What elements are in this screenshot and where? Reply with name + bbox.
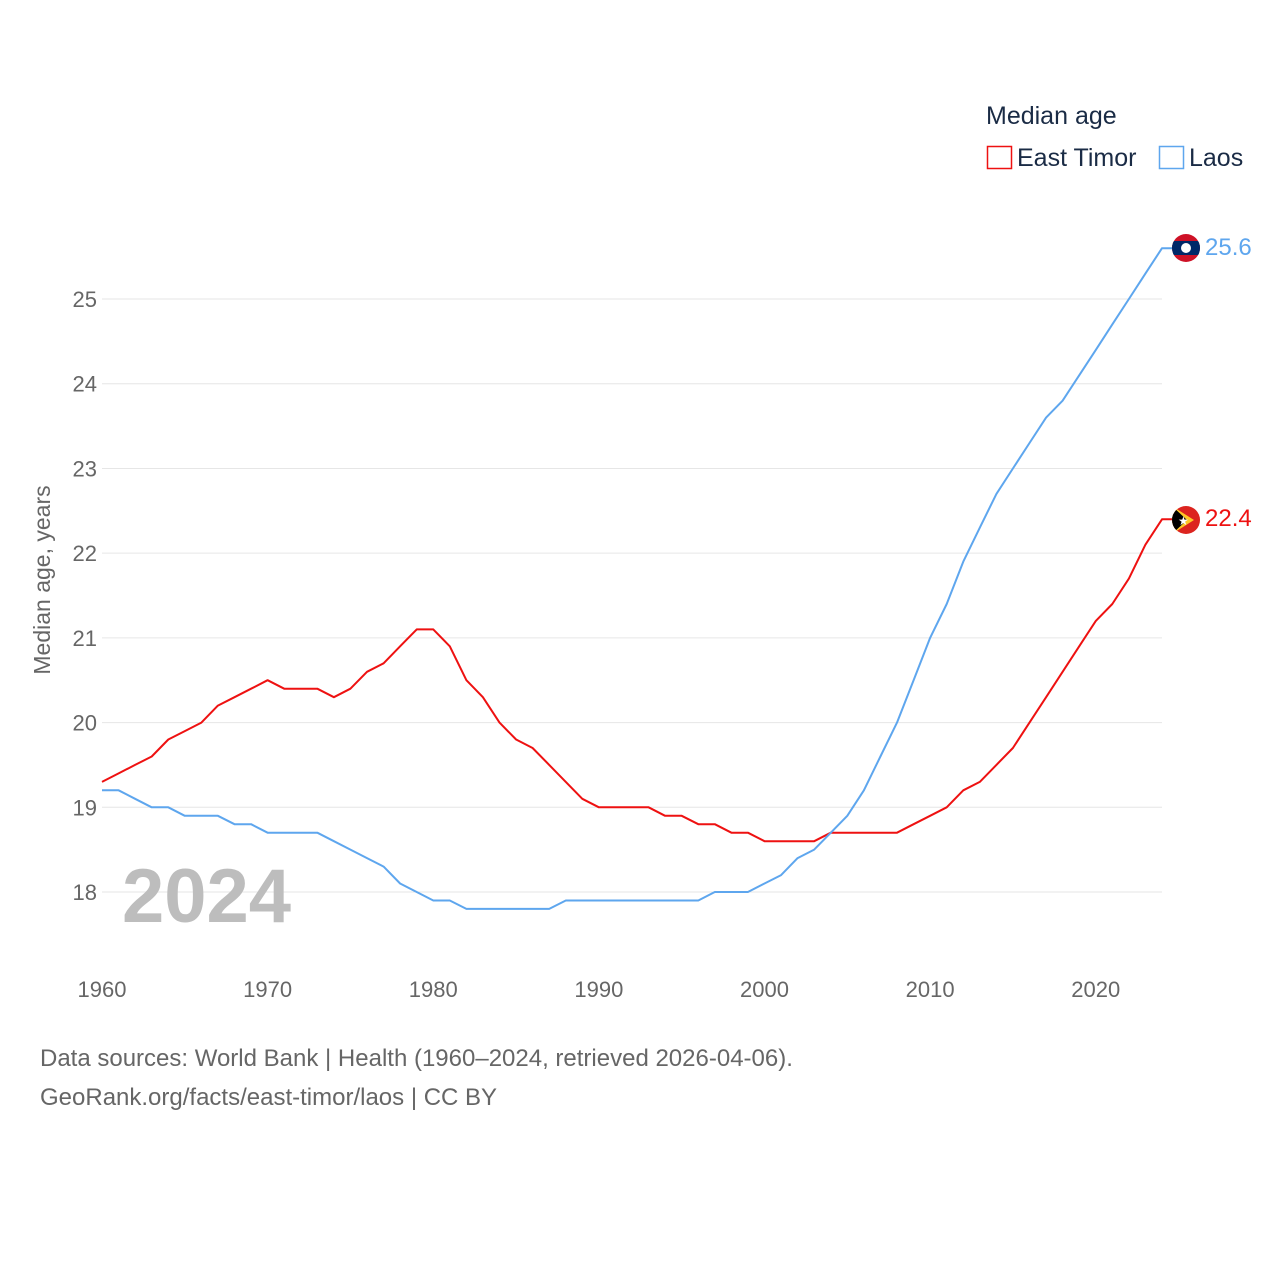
gridlines <box>102 298 1162 893</box>
svg-text:★: ★ <box>1178 514 1189 528</box>
y-tick-label: 24 <box>73 372 97 397</box>
legend-swatch-east-timor <box>986 145 1013 170</box>
legend-title: Median age <box>986 102 1117 130</box>
y-tick-label: 25 <box>73 287 97 312</box>
x-tick-label: 1990 <box>574 977 623 1002</box>
x-tick-label: 1960 <box>78 977 127 1002</box>
legend-label-laos: Laos <box>1189 144 1243 172</box>
y-tick-label: 18 <box>73 880 97 905</box>
y-tick-labels: 18 19 20 21 22 23 24 25 <box>73 287 97 905</box>
end-label-laos: 25.6 <box>1205 234 1252 261</box>
legend-swatch-laos <box>1158 145 1185 170</box>
x-tick-label: 1970 <box>243 977 292 1002</box>
y-tick-label: 22 <box>73 541 97 566</box>
footer-sources: Data sources: World Bank | Health (1960–… <box>40 1045 793 1072</box>
y-tick-label: 20 <box>73 711 97 736</box>
series-lines <box>101 247 1172 910</box>
x-tick-labels: 1960 1970 1980 1990 2000 2010 2020 <box>78 977 1121 1002</box>
y-axis-label: Median age, years <box>29 485 55 674</box>
year-watermark: 2024 <box>122 854 291 939</box>
legend-item-east-timor[interactable]: East Timor <box>986 144 1137 172</box>
series-line-east-timor <box>101 518 1172 843</box>
y-tick-label: 19 <box>73 795 97 820</box>
x-tick-label: 2020 <box>1071 977 1120 1002</box>
footer-attribution[interactable]: GeoRank.org/facts/east-timor/laos | CC B… <box>40 1084 498 1111</box>
legend: Median age East Timor Laos <box>986 102 1243 172</box>
east-timor-flag-icon: ★ <box>1172 506 1200 534</box>
x-tick-label: 1980 <box>409 977 458 1002</box>
x-tick-label: 2000 <box>740 977 789 1002</box>
line-chart: 18 19 20 21 22 23 24 25 1960 1970 1980 1990 2000 201… <box>29 102 1252 1002</box>
end-label-east-timor: 22.4 <box>1205 505 1252 532</box>
series-line-laos <box>102 247 1172 910</box>
y-tick-label: 23 <box>73 456 97 481</box>
laos-flag-icon <box>1172 234 1200 262</box>
x-tick-label: 2010 <box>906 977 955 1002</box>
legend-item-laos[interactable]: Laos <box>1158 144 1244 172</box>
legend-label-east-timor: East Timor <box>1017 144 1136 172</box>
y-tick-label: 21 <box>73 626 97 651</box>
